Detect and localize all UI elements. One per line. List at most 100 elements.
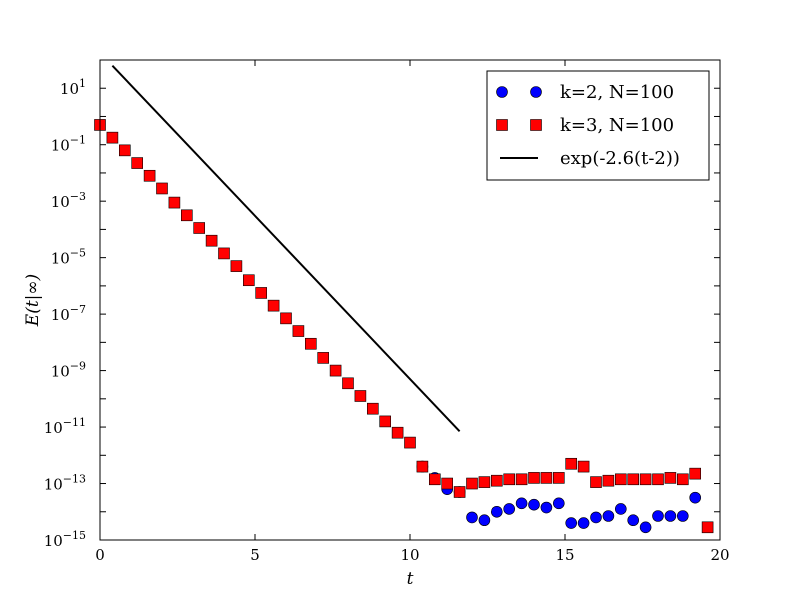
y-tick-exponent: −3	[70, 190, 86, 203]
data-point-circle	[466, 511, 478, 524]
y-tick-mantissa: 10	[44, 419, 63, 437]
legend-label: k=2, N=100	[560, 82, 674, 103]
data-point-circle	[478, 514, 491, 527]
data-point-circle	[528, 498, 540, 511]
data-point-square	[366, 402, 379, 415]
y-tick-mantissa: 10	[51, 193, 70, 211]
x-tick-label: 15	[555, 546, 574, 564]
data-point-square	[478, 476, 491, 488]
data-point-square	[652, 473, 664, 486]
y-tick-mantissa: 10	[51, 250, 70, 268]
data-point-square	[453, 486, 466, 498]
legend-marker	[496, 119, 508, 131]
data-point-square	[243, 274, 255, 287]
data-point-circle	[490, 505, 503, 518]
y-tick-label: 10−15	[44, 529, 86, 550]
y-tick-exponent: −9	[70, 360, 86, 373]
data-point-circle	[565, 517, 578, 529]
data-point-square	[329, 364, 342, 377]
legend-marker	[530, 86, 542, 98]
x-axis-label: t	[407, 569, 414, 589]
data-point-circle	[639, 521, 652, 534]
data-point-circle	[590, 511, 602, 524]
y-tick-exponent: −1	[70, 134, 86, 147]
y-axis-label: E(t|∞)	[23, 274, 43, 327]
data-point-square	[441, 477, 454, 490]
y-tick-label: 10−5	[51, 247, 86, 268]
x-tick-label: 20	[710, 546, 729, 564]
y-tick-exponent: −5	[70, 247, 86, 260]
data-point-square	[676, 473, 689, 486]
series-layer	[94, 64, 714, 534]
data-point-circle	[602, 510, 615, 522]
data-point-square	[490, 474, 503, 487]
data-point-circle	[664, 510, 677, 522]
data-point-square	[515, 473, 528, 486]
data-point-square	[255, 287, 267, 299]
data-point-circle	[540, 501, 553, 514]
y-tick-mantissa: 10	[51, 137, 70, 155]
tick-layer: 0 5 10 15 2010110−110−310−510−710−910−1110−1…	[44, 59, 730, 564]
y-tick-exponent: −7	[70, 303, 86, 316]
data-point-square	[528, 472, 540, 484]
data-point-square	[156, 182, 168, 195]
data-point-square	[292, 325, 305, 337]
data-point-square	[503, 473, 516, 486]
data-point-square	[267, 299, 280, 312]
data-point-circle	[515, 497, 528, 510]
y-tick-mantissa: 10	[51, 363, 70, 381]
data-point-square	[404, 436, 416, 449]
data-point-square	[664, 472, 677, 484]
data-point-square	[639, 473, 652, 486]
y-tick-label: 10−11	[44, 416, 86, 437]
x-tick-label: 10	[400, 546, 419, 564]
data-point-circle	[577, 517, 590, 529]
data-point-square	[304, 337, 317, 350]
y-tick-label: 10−3	[51, 190, 86, 211]
data-point-square	[168, 196, 181, 209]
legend-marker	[530, 119, 542, 131]
y-tick-exponent: 1	[79, 77, 86, 90]
y-tick-exponent: −13	[63, 473, 86, 486]
series-square	[94, 119, 714, 534]
data-point-square	[391, 426, 404, 439]
x-tick-label: 0	[95, 546, 105, 564]
legend-box	[486, 70, 710, 181]
data-point-square	[689, 467, 702, 480]
data-point-circle	[676, 510, 689, 522]
y-tick-label: 10−13	[44, 473, 86, 494]
data-point-square	[181, 209, 193, 222]
legend-marker	[496, 86, 508, 98]
data-point-square	[577, 460, 590, 473]
data-point-square	[342, 377, 354, 390]
data-point-circle	[552, 497, 565, 510]
y-tick-mantissa: 10	[44, 476, 63, 494]
data-point-square	[317, 352, 330, 364]
data-point-circle	[614, 503, 627, 515]
data-point-square	[466, 477, 478, 490]
y-tick-mantissa: 10	[44, 532, 63, 550]
data-point-circle	[627, 514, 640, 527]
fit-line	[111, 64, 461, 432]
data-point-square	[119, 144, 131, 157]
legend-label: k=3, N=100	[560, 115, 674, 136]
data-point-square	[379, 415, 392, 428]
data-point-circle	[503, 503, 516, 515]
x-tick-label: 5	[250, 546, 260, 564]
data-point-square	[280, 312, 292, 325]
data-point-square	[627, 473, 640, 486]
data-point-square	[428, 473, 441, 486]
data-point-square	[540, 472, 553, 484]
y-tick-exponent: −15	[63, 529, 86, 542]
data-point-square	[590, 476, 602, 488]
data-point-circle	[652, 510, 664, 522]
data-point-square	[416, 460, 429, 473]
data-point-square	[614, 473, 627, 486]
y-tick-label: 10−9	[51, 360, 86, 381]
legend-label: exp(-2.6(t-2))	[560, 148, 680, 169]
data-point-circle	[689, 491, 702, 504]
data-point-square	[143, 169, 156, 182]
y-tick-mantissa: 10	[51, 306, 70, 324]
data-point-square	[218, 247, 230, 260]
